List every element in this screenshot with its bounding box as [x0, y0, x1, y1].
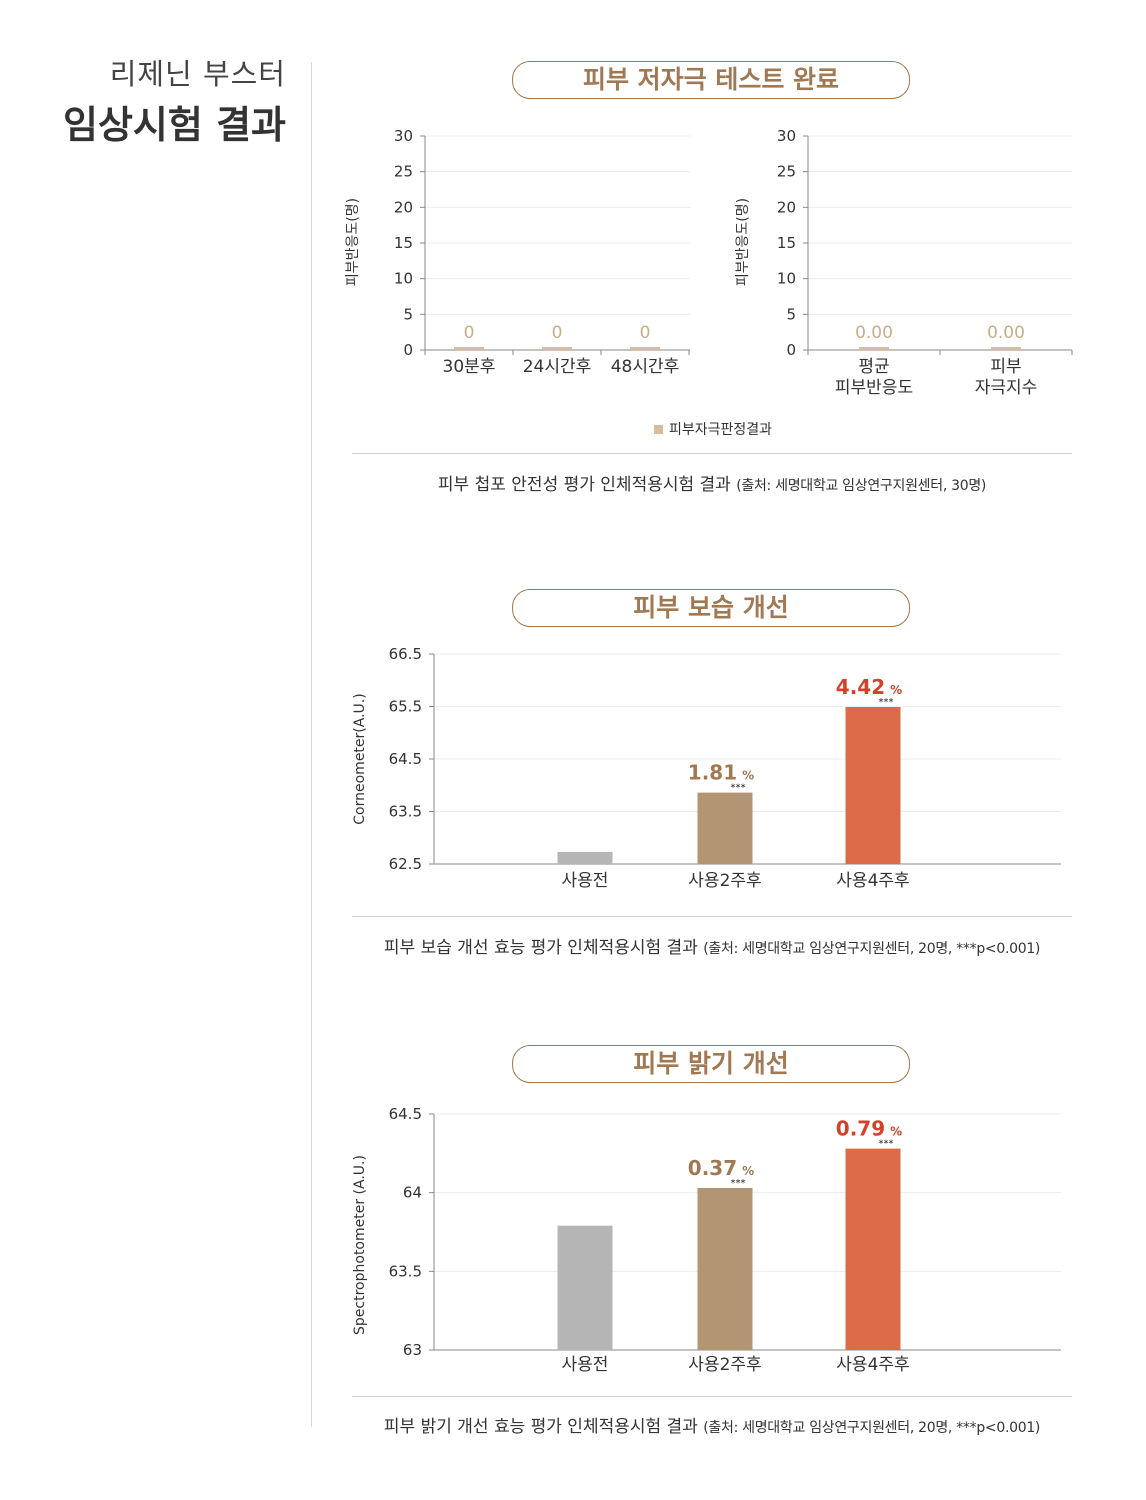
x-tick-label: 사용2주후	[688, 871, 761, 891]
caption-brightness: 피부 밝기 개선 효능 평가 인체적용시험 결과 (출처: 세명대학교 임상연구…	[352, 1412, 1072, 1437]
x-tick-label: 48시간후	[611, 357, 680, 377]
caption-main: 피부 보습 개선 효능 평가 인체적용시험 결과	[383, 938, 698, 958]
caption-main: 피부 밝기 개선 효능 평가 인체적용시험 결과	[383, 1417, 698, 1437]
bar	[845, 1148, 901, 1350]
y-tick-label: 25	[394, 163, 413, 181]
vertical-divider	[311, 62, 312, 1427]
significance-label: ***	[879, 697, 894, 708]
bar	[859, 347, 889, 350]
y-tick-label: 10	[394, 270, 413, 288]
chart-legend: 피부자극판정결과	[654, 419, 772, 439]
significance-label: ***	[731, 1178, 746, 1189]
bar	[557, 851, 613, 864]
y-axis-label: 피부반응도(명)	[345, 198, 361, 286]
bar	[697, 1187, 753, 1350]
y-tick-label: 15	[394, 234, 413, 252]
data-label: 4.42%	[836, 675, 902, 699]
data-label: 0.00	[987, 323, 1025, 343]
significance-label: ***	[879, 1139, 894, 1150]
section-title-irritation: 피부 저자극 테스트 완료	[512, 61, 910, 99]
y-tick-label: 5	[403, 305, 413, 323]
data-label: 0	[464, 323, 475, 343]
bar	[697, 792, 753, 864]
x-tick-label: 피부	[990, 357, 1021, 377]
y-axis-label: 피부반응도(명)	[735, 198, 751, 286]
y-axis-label: Spectrophotometer (A.U.)	[352, 1155, 368, 1335]
x-tick-label: 사용4주후	[836, 1355, 909, 1375]
x-tick-label: 30분후	[443, 357, 496, 377]
y-tick-label: 30	[777, 127, 796, 145]
x-tick-label: 24시간후	[523, 357, 592, 377]
data-label: 0.79%	[836, 1117, 902, 1141]
section-title-brightness: 피부 밝기 개선	[512, 1045, 910, 1083]
caption-irritation: 피부 첩포 안전성 평가 인체적용시험 결과 (출처: 세명대학교 임상연구지원…	[352, 470, 1072, 495]
y-tick-label: 64	[403, 1184, 422, 1202]
x-tick-label: 사용2주후	[688, 1355, 761, 1375]
data-label: 1.81%	[688, 761, 754, 785]
y-tick-label: 15	[777, 234, 796, 252]
y-tick-label: 64.5	[389, 1105, 422, 1123]
y-tick-label: 63.5	[389, 1262, 422, 1280]
section-title-moisture: 피부 보습 개선	[512, 589, 910, 627]
x-tick-label: 자극지수	[975, 378, 1038, 398]
divider-line	[352, 1396, 1072, 1397]
heading-title: 임상시험 결과	[63, 103, 286, 147]
page-heading: 리제닌 부스터 임상시험 결과	[0, 54, 286, 152]
data-label: 0.00	[855, 323, 893, 343]
y-tick-label: 63	[403, 1341, 422, 1359]
bar	[991, 347, 1021, 350]
caption-source: (출처: 세명대학교 임상연구지원센터, 30명)	[736, 478, 987, 494]
divider-line	[352, 916, 1072, 917]
y-tick-label: 0	[403, 341, 413, 359]
caption-source: (출처: 세명대학교 임상연구지원센터, 20명, ***p<0.001)	[703, 941, 1041, 957]
legend-swatch	[654, 425, 663, 434]
x-tick-label: 평균	[858, 357, 889, 377]
heading-subtitle: 리제닌 부스터	[109, 57, 286, 91]
y-tick-label: 5	[786, 305, 796, 323]
caption-source: (출처: 세명대학교 임상연구지원센터, 20명, ***p<0.001)	[703, 1420, 1041, 1436]
caption-main: 피부 첩포 안전성 평가 인체적용시험 결과	[437, 475, 731, 495]
y-tick-label: 20	[777, 198, 796, 216]
divider-line	[352, 453, 1072, 454]
y-tick-label: 10	[777, 270, 796, 288]
bar	[542, 347, 572, 350]
data-label: 0	[640, 323, 651, 343]
y-tick-label: 64.5	[389, 750, 422, 768]
y-tick-label: 65.5	[389, 698, 422, 716]
bar	[557, 1225, 613, 1350]
caption-moisture: 피부 보습 개선 효능 평가 인체적용시험 결과 (출처: 세명대학교 임상연구…	[352, 933, 1072, 958]
bar	[845, 707, 901, 864]
x-tick-label: 피부반응도	[835, 378, 913, 398]
y-tick-label: 30	[394, 127, 413, 145]
x-tick-label: 사용전	[562, 1355, 609, 1375]
y-axis-label: Corneometer(A.U.)	[352, 693, 368, 824]
bar	[454, 347, 484, 350]
x-tick-label: 사용전	[562, 871, 609, 891]
y-tick-label: 20	[394, 198, 413, 216]
y-tick-label: 25	[777, 163, 796, 181]
y-tick-label: 63.5	[389, 803, 422, 821]
y-tick-label: 66.5	[389, 645, 422, 663]
y-tick-label: 0	[786, 341, 796, 359]
legend-label: 피부자극판정결과	[669, 422, 773, 438]
bar	[630, 347, 660, 350]
x-tick-label: 사용4주후	[836, 871, 909, 891]
y-tick-label: 62.5	[389, 855, 422, 873]
data-label: 0	[552, 323, 563, 343]
significance-label: ***	[731, 783, 746, 794]
data-label: 0.37%	[688, 1156, 754, 1180]
